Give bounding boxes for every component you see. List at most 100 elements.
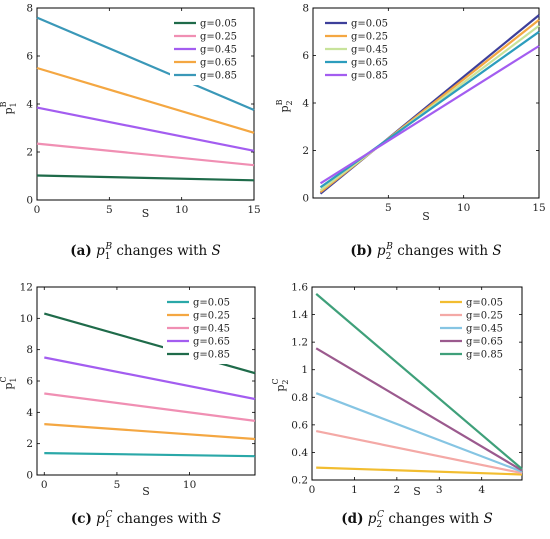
series-line-3 xyxy=(315,392,523,473)
y-tick-label: 6 xyxy=(26,51,33,63)
legend-entry: g=0.65 xyxy=(466,337,503,348)
y-tick-label: 0.8 xyxy=(291,392,308,404)
caption-var-sub: 1 xyxy=(105,520,111,530)
legend-entry: g=0.85 xyxy=(466,350,503,361)
series-line-2 xyxy=(36,142,255,167)
caption-var-sub: 2 xyxy=(376,520,382,530)
y-tick-label: 4 xyxy=(26,407,33,419)
caption-s: S xyxy=(492,243,501,259)
y-tick-label: 4 xyxy=(26,99,33,111)
y-tick-label: 4 xyxy=(302,98,309,110)
y-tick-label: 6 xyxy=(26,376,33,388)
caption-var-sub: 2 xyxy=(386,252,392,262)
y-tick-label: 1 xyxy=(301,364,308,376)
x-tick-label: 10 xyxy=(183,479,196,491)
legend-entry: g=0.85 xyxy=(351,71,388,82)
y-tick-label: 8 xyxy=(302,3,309,15)
chart-panel-1: 0 5 10 15 0 2 4 6 8 g=0.05 g=0.25 g=0.45 g=0.65 g=0.8… xyxy=(0,3,261,263)
caption-var: p xyxy=(96,511,105,527)
legend-entry: g=0.65 xyxy=(193,337,230,348)
y-axis-label: p2C xyxy=(271,378,290,391)
caption-letter: (c) xyxy=(71,511,92,527)
x-tick-label: 3 xyxy=(436,484,443,496)
caption-var-sub: 1 xyxy=(105,252,111,262)
legend-entry: g=0.25 xyxy=(193,311,230,322)
caption-text: changes with xyxy=(384,511,483,527)
y-label-sup: C xyxy=(0,376,8,382)
y-axis-label: p2B xyxy=(275,99,294,112)
y-label-sub: 2 xyxy=(281,379,290,384)
x-tick-label: 5 xyxy=(385,202,392,214)
y-tick-label: 12 xyxy=(20,282,33,294)
x-tick-label: 0 xyxy=(41,479,48,491)
caption-var: p xyxy=(377,243,386,259)
legend: g=0.05 g=0.25 g=0.45 g=0.65 g=0.85 xyxy=(321,14,397,85)
caption-text: changes with xyxy=(112,243,211,259)
series-line-3 xyxy=(319,24,540,192)
x-tick-label: 15 xyxy=(247,204,260,216)
x-tick-label: 2 xyxy=(394,484,401,496)
y-tick-label: 0.2 xyxy=(291,475,308,487)
series-line-3 xyxy=(44,392,256,422)
legend-entry: g=0.65 xyxy=(351,58,388,69)
caption-var-sup: B xyxy=(104,242,112,252)
legend-entry: g=0.25 xyxy=(351,32,388,43)
caption-text: changes with xyxy=(393,243,492,259)
series-line-4 xyxy=(44,356,256,401)
series-line-5 xyxy=(315,293,523,470)
series-line-5 xyxy=(319,45,540,185)
caption-var-sup: C xyxy=(106,510,113,520)
legend: g=0.05 g=0.25 g=0.45 g=0.65 g=0.85 xyxy=(163,293,249,364)
y-tick-label: 0 xyxy=(26,195,33,207)
y-tick-label: 6 xyxy=(302,50,309,62)
caption-var: p xyxy=(96,243,105,259)
series-line-4 xyxy=(36,66,255,134)
panel-caption: (c) p1C changes with S xyxy=(71,510,221,530)
x-axis-label: S xyxy=(142,207,150,220)
chart-panel-2: 5 10 15 0 2 4 6 8 g=0.05 g=0.25 g=0.45 g=0.65 g=0.85… xyxy=(275,3,546,263)
caption-s: S xyxy=(212,511,221,527)
legend-entry: g=0.05 xyxy=(466,298,503,309)
y-label-sup: B xyxy=(275,99,284,105)
caption-text: changes with xyxy=(112,511,211,527)
caption-letter: (a) xyxy=(70,243,92,259)
y-tick-label: 2 xyxy=(302,145,309,157)
legend-entry: g=0.05 xyxy=(351,19,388,30)
x-tick-label: 0 xyxy=(34,204,41,216)
series-line-5 xyxy=(36,16,255,112)
legend-entry: g=0.25 xyxy=(200,32,237,43)
y-tick-label: 2 xyxy=(26,438,33,450)
y-label-sup: C xyxy=(271,378,280,384)
plot-frame xyxy=(311,286,523,481)
y-label-base: p xyxy=(2,383,15,390)
caption-s: S xyxy=(483,511,492,527)
series-line-1 xyxy=(316,466,523,476)
legend-entry: g=0.05 xyxy=(200,19,237,30)
x-tick-label: 5 xyxy=(106,204,113,216)
panel-caption: (b) p2B changes with S xyxy=(350,242,501,262)
caption-s: S xyxy=(212,243,221,259)
y-label-base: p xyxy=(278,105,291,112)
y-tick-label: 0.6 xyxy=(291,419,308,431)
y-label-base: p xyxy=(2,107,15,114)
legend-entry: g=0.45 xyxy=(193,324,230,335)
legend-entry: g=0.65 xyxy=(200,58,237,69)
x-tick-label: 1 xyxy=(351,484,358,496)
x-tick-label: 4 xyxy=(478,484,485,496)
y-axis-label: p1B xyxy=(0,101,18,114)
y-tick-label: 1.2 xyxy=(291,337,308,349)
y-tick-label: 0 xyxy=(26,470,33,482)
caption-letter: (b) xyxy=(350,243,372,259)
panel-caption: (a) p1B changes with S xyxy=(70,242,221,262)
y-tick-label: 8 xyxy=(26,344,33,356)
legend-entry: g=0.45 xyxy=(200,45,237,56)
series-line-1 xyxy=(44,452,256,458)
y-tick-label: 0 xyxy=(302,193,309,205)
legend-entry: g=0.45 xyxy=(351,45,388,56)
x-tick-label: 10 xyxy=(457,202,470,214)
series-line-3 xyxy=(36,106,255,152)
legend: g=0.05 g=0.25 g=0.45 g=0.65 g=0.85 xyxy=(436,293,516,364)
legend: g=0.05 g=0.25 g=0.45 g=0.65 g=0.85 xyxy=(170,14,248,85)
series-line-2 xyxy=(315,430,523,475)
